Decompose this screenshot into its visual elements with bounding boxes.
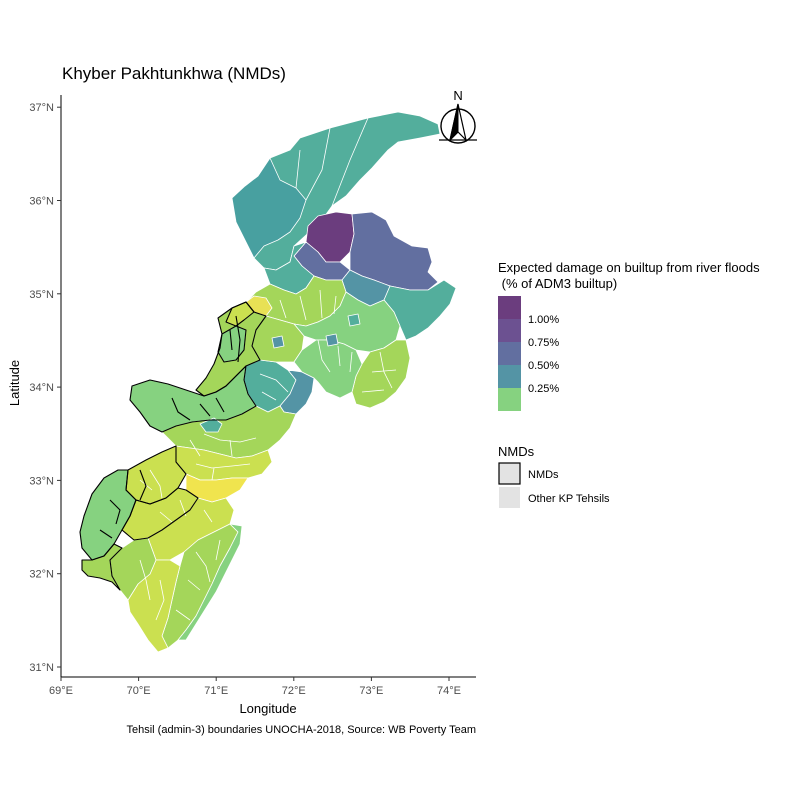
outline-legend-swatch bbox=[499, 487, 520, 508]
fill-legend: Expected damage on builtup from river fl… bbox=[498, 260, 760, 411]
north-arrow: N bbox=[439, 88, 477, 144]
region-attock-teal bbox=[199, 417, 223, 433]
outline-legend-swatch bbox=[498, 462, 521, 485]
outline-legend-label: NMDs bbox=[528, 469, 559, 481]
region-teal-speck-2 bbox=[347, 313, 361, 327]
fill-legend-title-line1: Expected damage on builtup from river fl… bbox=[498, 260, 760, 275]
axes: 69°E 70°E 71°E 72°E 73°E 74°E 31°N 32°N 33°N 34°… bbox=[7, 95, 476, 716]
x-tick-label: 70°E bbox=[127, 685, 151, 697]
fill-legend-swatch bbox=[498, 319, 521, 342]
x-tick-label: 72°E bbox=[282, 685, 306, 697]
y-tick-label: 36°N bbox=[29, 196, 54, 208]
fill-legend-label: 0.50% bbox=[528, 360, 559, 372]
y-tick-label: 31°N bbox=[29, 662, 54, 674]
x-axis-ticks: 69°E 70°E 71°E 72°E 73°E 74°E bbox=[49, 677, 461, 697]
fill-legend-label: 1.00% bbox=[528, 314, 559, 326]
y-tick-label: 33°N bbox=[29, 475, 54, 487]
x-axis-title: Longitude bbox=[239, 701, 296, 716]
fill-legend-title-line2: (% of ADM3 builtup) bbox=[498, 276, 617, 291]
map-title: Khyber Pakhtunkhwa (NMDs) bbox=[62, 64, 286, 83]
y-tick-label: 35°N bbox=[29, 289, 54, 301]
nmd-outlines bbox=[79, 301, 267, 591]
region-teal-speck-1 bbox=[325, 333, 339, 347]
fill-legend-swatch bbox=[498, 342, 521, 365]
fill-legend-swatch bbox=[498, 296, 521, 319]
x-tick-label: 71°E bbox=[204, 685, 228, 697]
region-teal-speck-3 bbox=[271, 335, 285, 349]
region-kohistan bbox=[349, 211, 439, 291]
fill-legend-swatch bbox=[498, 365, 521, 388]
fill-legend-label: 0.75% bbox=[528, 337, 559, 349]
region-di-khan-southeast bbox=[177, 523, 243, 641]
fill-legend-swatch bbox=[498, 388, 521, 411]
outline-legend-label: Other KP Tehsils bbox=[528, 493, 610, 505]
x-tick-label: 74°E bbox=[437, 685, 461, 697]
y-axis-title: Latitude bbox=[7, 360, 22, 406]
region-upper-dir bbox=[231, 157, 307, 259]
map-caption: Tehsil (admin-3) boundaries UNOCHA-2018,… bbox=[127, 724, 477, 736]
y-axis-ticks: 31°N 32°N 33°N 34°N 35°N 36°N 37°N bbox=[29, 102, 61, 674]
outline-legend-title: NMDs bbox=[498, 444, 535, 459]
x-tick-label: 69°E bbox=[49, 685, 73, 697]
x-tick-label: 73°E bbox=[359, 685, 383, 697]
y-tick-label: 37°N bbox=[29, 102, 54, 114]
fill-legend-label: 0.25% bbox=[528, 383, 559, 395]
y-tick-label: 32°N bbox=[29, 569, 54, 581]
fill-legend-keys: 1.00% 0.75% 0.50% 0.25% bbox=[498, 296, 559, 411]
north-arrow-label: N bbox=[453, 88, 462, 103]
outline-legend-keys: NMDs Other KP Tehsils bbox=[498, 462, 610, 508]
map-regions bbox=[79, 111, 457, 653]
outline-legend: NMDs NMDs Other KP Tehsils bbox=[498, 444, 610, 508]
y-tick-label: 34°N bbox=[29, 382, 54, 394]
